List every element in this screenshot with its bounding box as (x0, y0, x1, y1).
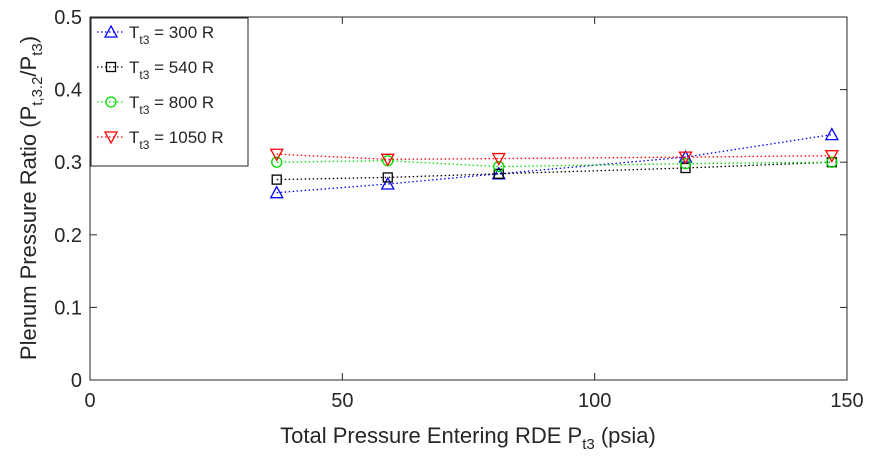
legend-label: Tt3 = 1050 R (129, 128, 224, 152)
axes: 0 50 100 150 0 0.1 0.2 0.3 0.4 0.5 (54, 7, 864, 412)
series-4 (269, 148, 839, 167)
y-axis-label-sub2: t3 (29, 43, 46, 56)
legend-label-sub: t3 (139, 138, 149, 152)
legend-entry-1: Tt3 = 300 R (97, 23, 214, 47)
data-point (380, 176, 395, 190)
y-tick-label: 0.1 (54, 297, 82, 319)
x-axis-label: Total Pressure Entering RDE Pt3 (psia) (280, 423, 656, 453)
data-point (824, 150, 839, 164)
data-point (826, 156, 838, 168)
axes-box (89, 16, 848, 381)
y-tick-label: 0 (71, 370, 82, 392)
y-tick-label: 0.2 (54, 225, 82, 247)
series-group (269, 127, 839, 199)
legend-entry-3: Tt3 = 800 R (97, 93, 214, 117)
data-point (271, 174, 282, 185)
data-point (679, 158, 692, 170)
y-axis-label-sub1: t,3.2 (29, 77, 46, 106)
legend-label-tail: = 540 R (149, 58, 214, 77)
y-tick-label: 0.5 (54, 7, 82, 29)
data-point (491, 152, 506, 166)
legend-label-sub: t3 (139, 68, 149, 82)
legend-label-main: T (129, 23, 139, 42)
data-point (269, 148, 284, 162)
legend-label: Tt3 = 300 R (129, 23, 214, 47)
legend-box (90, 17, 249, 167)
x-axis-label-sub: t3 (582, 436, 595, 453)
data-point (493, 168, 504, 179)
legend-label: Tt3 = 800 R (129, 93, 214, 117)
legend-label-main: T (129, 58, 139, 77)
legend-entry-2: Tt3 = 540 R (97, 58, 214, 82)
y-axis-label: Plenum Pressure Ratio (Pt,3.2/Pt3) (16, 36, 46, 360)
legend-marker (105, 61, 117, 73)
legend-label-main: T (129, 128, 139, 147)
x-tick-label: 50 (331, 390, 353, 412)
legend-label: Tt3 = 540 R (129, 58, 214, 82)
x-tick-label: 150 (830, 390, 863, 412)
legend-label-sub: t3 (139, 103, 149, 117)
legend-label-tail: = 800 R (149, 93, 214, 112)
legend-marker (103, 131, 119, 145)
legend-label-main: T (129, 93, 139, 112)
x-axis-label-main: Total Pressure Entering RDE P (280, 423, 582, 448)
series-3 (271, 155, 838, 173)
x-axis-label-tail: (psia) (595, 423, 656, 448)
x-tick-label: 0 (84, 390, 95, 412)
legend-entry-4: Tt3 = 1050 R (97, 128, 224, 152)
y-axis-label-tail: ) (16, 36, 41, 43)
data-point (493, 160, 505, 173)
data-point (269, 185, 284, 199)
data-point (382, 172, 393, 183)
data-point (380, 153, 395, 167)
y-tick-label: 0.3 (54, 152, 82, 174)
legend-marker (105, 96, 117, 108)
y-axis-label-main: Plenum Pressure Ratio (P (16, 106, 41, 360)
legend-label-sub: t3 (139, 33, 149, 47)
data-point (824, 127, 839, 141)
data-point (271, 156, 283, 168)
legend-label-tail: = 300 R (149, 23, 214, 42)
legend-marker (103, 24, 119, 38)
data-point (678, 151, 693, 165)
y-tick-label: 0.4 (54, 80, 82, 102)
y-axis-label-mid: /P (16, 56, 41, 77)
x-tick-label: 100 (578, 390, 611, 412)
legend-label-tail: = 1050 R (149, 128, 223, 147)
